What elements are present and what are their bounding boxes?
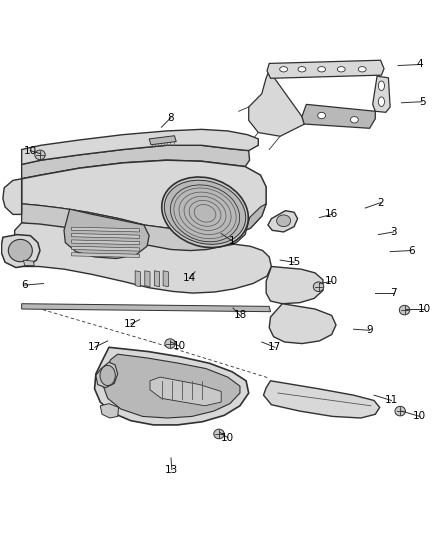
Text: 1: 1 <box>229 236 235 246</box>
Polygon shape <box>264 381 380 418</box>
Text: 10: 10 <box>173 341 186 351</box>
Polygon shape <box>149 136 176 145</box>
Ellipse shape <box>358 67 366 72</box>
Polygon shape <box>135 271 141 287</box>
Text: 7: 7 <box>390 288 397 298</box>
Ellipse shape <box>298 67 306 72</box>
Text: 10: 10 <box>325 277 338 286</box>
Polygon shape <box>2 235 40 268</box>
Polygon shape <box>21 130 258 165</box>
Polygon shape <box>71 253 140 257</box>
Ellipse shape <box>165 339 175 349</box>
Ellipse shape <box>277 215 290 227</box>
Polygon shape <box>21 146 250 179</box>
Text: 18: 18 <box>233 310 247 320</box>
Text: 11: 11 <box>385 395 398 406</box>
Polygon shape <box>269 304 336 344</box>
Ellipse shape <box>170 185 240 242</box>
Polygon shape <box>150 377 221 406</box>
Polygon shape <box>302 104 375 128</box>
Polygon shape <box>21 204 266 240</box>
Ellipse shape <box>35 150 45 160</box>
Text: 13: 13 <box>165 465 178 474</box>
Text: 8: 8 <box>168 112 174 123</box>
Ellipse shape <box>318 112 325 119</box>
Polygon shape <box>249 71 304 136</box>
Ellipse shape <box>399 305 410 315</box>
Text: 16: 16 <box>325 209 338 220</box>
Polygon shape <box>163 271 168 287</box>
Polygon shape <box>21 160 266 240</box>
Text: 3: 3 <box>390 227 397 237</box>
Polygon shape <box>154 271 159 287</box>
Ellipse shape <box>318 67 325 72</box>
Polygon shape <box>373 76 390 112</box>
Polygon shape <box>71 227 140 232</box>
Ellipse shape <box>395 406 406 416</box>
Polygon shape <box>14 223 272 293</box>
Polygon shape <box>21 204 250 252</box>
Polygon shape <box>21 304 271 312</box>
Ellipse shape <box>164 180 246 244</box>
Text: 10: 10 <box>413 411 427 422</box>
Text: 14: 14 <box>183 273 196 283</box>
Text: 10: 10 <box>221 433 234 443</box>
Polygon shape <box>23 260 34 265</box>
Polygon shape <box>3 179 21 214</box>
Text: 4: 4 <box>417 60 423 69</box>
Text: 6: 6 <box>21 280 28 290</box>
Ellipse shape <box>214 429 224 439</box>
Text: 5: 5 <box>419 96 425 107</box>
Text: 6: 6 <box>408 246 414 255</box>
Text: 9: 9 <box>366 325 373 335</box>
Text: 15: 15 <box>287 257 301 267</box>
Polygon shape <box>71 233 140 238</box>
Text: 17: 17 <box>88 342 101 352</box>
Text: 17: 17 <box>268 342 282 352</box>
Ellipse shape <box>337 67 345 72</box>
Text: 10: 10 <box>24 146 37 156</box>
Polygon shape <box>145 271 150 287</box>
Text: 2: 2 <box>377 198 384 208</box>
Ellipse shape <box>350 117 358 123</box>
Polygon shape <box>266 266 323 304</box>
Ellipse shape <box>162 177 248 247</box>
Polygon shape <box>268 211 297 232</box>
Polygon shape <box>71 246 140 251</box>
Polygon shape <box>64 209 149 259</box>
Ellipse shape <box>378 81 385 91</box>
Ellipse shape <box>100 366 115 385</box>
Text: 10: 10 <box>418 304 431 314</box>
Ellipse shape <box>280 67 288 72</box>
Text: 12: 12 <box>124 319 138 329</box>
Polygon shape <box>100 403 119 418</box>
Polygon shape <box>96 362 118 387</box>
Polygon shape <box>267 60 384 78</box>
Polygon shape <box>71 240 140 245</box>
Polygon shape <box>103 354 240 418</box>
Polygon shape <box>95 348 249 425</box>
Ellipse shape <box>313 282 324 292</box>
Ellipse shape <box>8 239 32 262</box>
Ellipse shape <box>378 97 385 107</box>
